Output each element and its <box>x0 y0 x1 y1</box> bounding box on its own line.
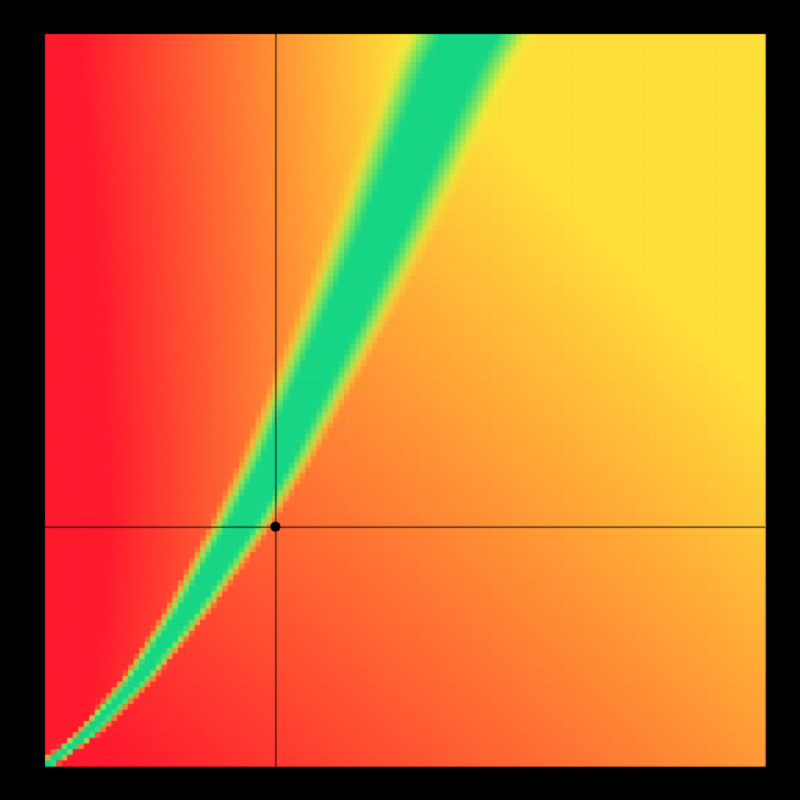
bottleneck-heatmap <box>0 0 800 800</box>
chart-container: TheBottleneck.com <box>0 0 800 800</box>
